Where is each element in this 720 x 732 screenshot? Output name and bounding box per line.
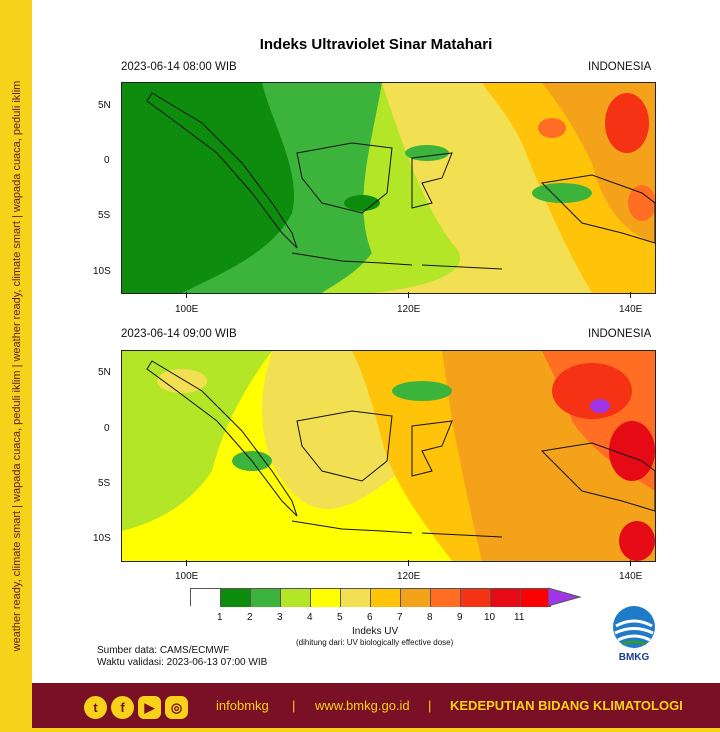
map2-lat-5s: 5S [98,478,111,489]
data-source: Sumber data: CAMS/ECMWF [97,645,230,656]
map2-tick [408,560,409,566]
legend-value-label: 8 [427,612,433,623]
footer-bar: t f ▶ ◎ infobmkg | www.bmkg.go.id | KEDE… [32,683,720,732]
legend-color-cell [311,589,341,607]
legend-color-cell [461,589,491,607]
map1-region: INDONESIA [588,61,652,73]
legend-color-cell [521,589,551,607]
legend-arrow [548,587,582,607]
footer-handle[interactable]: infobmkg [216,698,269,713]
map1-lat-10s: 10S [93,266,111,277]
legend-value-label: 5 [337,612,343,623]
facebook-icon[interactable]: f [111,696,134,719]
legend-color-cell [251,589,281,607]
footer-website[interactable]: www.bmkg.go.id [315,698,410,713]
uv-map-0900 [121,350,656,562]
legend-title: Indeks UV [352,626,399,637]
legend-color-cell [371,589,401,607]
bmkg-logo: BMKG [608,604,660,666]
map1-lon-140e: 140E [619,304,643,315]
map2-lat-5n: 5N [98,367,111,378]
map1-tick [186,292,187,298]
legend-color-cell [431,589,461,607]
side-banner: weather ready, climate smart | wapada cu… [0,0,32,732]
legend-value-label: 1 [217,612,223,623]
legend-values: 1 2 3 4 5 6 7 8 9 10 11 [190,612,590,626]
map2-tick [630,560,631,566]
legend-value-label: 10 [484,612,496,623]
page-title: Indeks Ultraviolet Sinar Matahari [259,36,493,53]
footer-unit: KEDEPUTIAN BIDANG KLIMATOLOGI [450,698,683,713]
legend-colorbar [190,588,551,607]
legend-color-cell [491,589,521,607]
legend-color-cell [341,589,371,607]
instagram-icon[interactable]: ◎ [165,696,188,719]
map2-time: 2023-06-14 09:00 WIB [121,328,237,340]
map2-lon-120e: 120E [397,571,421,582]
map1-time: 2023-06-14 08:00 WIB [121,61,237,73]
bmkg-logo-text: BMKG [618,652,650,663]
map1-tick [630,292,631,298]
side-banner-text: weather ready, climate smart | wapada cu… [11,80,23,652]
legend-value-label: 7 [397,612,403,623]
legend-value-label: 2 [247,612,253,623]
legend-value-label: 9 [457,612,463,623]
footer-separator: | [428,698,432,713]
footer-separator: | [292,698,296,713]
map2-lat-0: 0 [104,423,110,434]
map2-tick [186,560,187,566]
legend-value-label: 4 [307,612,313,623]
legend-subtitle: (dihitung dari: UV biologically effectiv… [296,638,454,647]
map2-region: INDONESIA [588,328,652,340]
legend-value-label: 3 [277,612,283,623]
map1-lon-100e: 100E [175,304,199,315]
map2-lat-10s: 10S [93,533,111,544]
map2-lon-140e: 140E [619,571,643,582]
bmkg-logo-icon [613,606,655,648]
footer-stripe [32,728,720,732]
legend-value-label: 11 [514,612,525,623]
map2-lon-100e: 100E [175,571,199,582]
uv-map-0800 [121,82,656,294]
map1-lat-0: 0 [104,155,110,166]
legend-color-cell [221,589,251,607]
map1-lat-5s: 5S [98,210,111,221]
map1-lat-5n: 5N [98,100,111,111]
twitter-icon[interactable]: t [84,696,107,719]
validity-time: Waktu validasi: 2023-06-13 07:00 WIB [97,657,268,668]
legend-color-cell [191,589,221,607]
map1-tick [408,292,409,298]
legend-value-label: 6 [367,612,373,623]
legend-color-cell [401,589,431,607]
youtube-icon[interactable]: ▶ [138,696,161,719]
map1-lon-120e: 120E [397,304,421,315]
legend-color-cell [281,589,311,607]
